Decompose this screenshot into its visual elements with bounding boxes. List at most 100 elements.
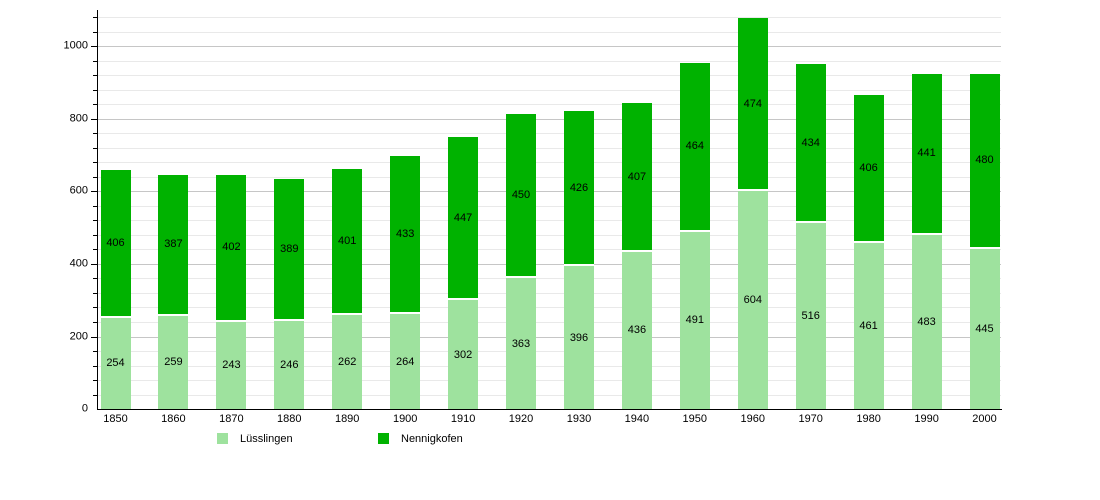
bar-1870: 402 243 xyxy=(216,175,247,409)
x-axis-label-1860: 1860 xyxy=(161,413,186,425)
bar-1960: 474 604 xyxy=(737,18,768,409)
bar-1860-nennigkofen-segment: 387 xyxy=(158,174,189,316)
minor-gridline-680 xyxy=(97,162,1001,164)
bar-1950-nennigkofen-segment: 464 xyxy=(679,62,710,232)
bar-1890-luesslingen-segment: 262 xyxy=(332,314,363,409)
y-tick-120 xyxy=(93,365,97,367)
minor-gridline-1080 xyxy=(97,17,1001,19)
bar-1900-luesslingen-segment: 264 xyxy=(390,314,421,409)
bar-1850: 406 254 xyxy=(100,169,131,409)
luesslingen-legend-swatch xyxy=(217,433,228,444)
y-tick-240 xyxy=(93,321,97,323)
minor-gridline-160 xyxy=(97,351,1001,352)
nennigkofen-legend-swatch xyxy=(378,433,389,444)
bar-1900-nennigkofen-segment: 433 xyxy=(390,156,421,314)
bar-1930: 426 396 xyxy=(564,110,594,409)
y-tick-200 xyxy=(91,336,97,338)
minor-gridline-240 xyxy=(97,321,1001,323)
plot-area: 406 254 387 259 402 243 389 246 401 262 433 264 447 3… xyxy=(97,10,1001,409)
bar-1850-nennigkofen-segment: 406 xyxy=(100,169,131,318)
nennigkofen-legend-label: Nennigkofen xyxy=(401,432,463,445)
minor-gridline-280 xyxy=(97,307,1001,309)
x-axis-label-1970: 1970 xyxy=(798,413,823,425)
minor-gridline-360 xyxy=(97,278,1001,280)
y-axis-label-1000: 1000 xyxy=(63,39,88,52)
y-tick-360 xyxy=(93,278,97,280)
y-tick-40 xyxy=(93,394,97,396)
bar-1940-luesslingen-segment: 436 xyxy=(621,251,652,409)
bar-1930-nennigkofen-segment: 426 xyxy=(564,110,594,267)
x-axis-label-1990: 1990 xyxy=(914,413,939,425)
x-axis xyxy=(97,409,1002,410)
major-gridline-400 xyxy=(97,263,1001,265)
x-axis-label-1850: 1850 xyxy=(103,413,128,425)
y-tick-880 xyxy=(93,89,97,91)
x-axis-label-1940: 1940 xyxy=(624,413,650,425)
bar-1980-nennigkofen-segment: 406 xyxy=(853,94,884,243)
y-tick-80 xyxy=(93,380,97,381)
bar-1880-luesslingen-segment: 246 xyxy=(274,320,305,409)
x-axis-label-1960: 1960 xyxy=(740,413,766,425)
x-axis-label-1980: 1980 xyxy=(856,413,881,425)
x-axis-label-1910: 1910 xyxy=(450,413,476,425)
bar-1920-nennigkofen-segment: 450 xyxy=(506,114,536,279)
bar-1950-luesslingen-segment: 491 xyxy=(679,231,710,409)
minor-gridline-840 xyxy=(97,104,1001,106)
major-gridline-200 xyxy=(97,336,1001,338)
minor-gridline-960 xyxy=(97,60,1001,62)
x-axis-label-1920: 1920 xyxy=(508,413,534,425)
bar-2000: 480 445 xyxy=(969,73,1000,409)
legend-item-nennigkofen: Nennigkofen xyxy=(378,431,463,446)
bar-1980: 406 461 xyxy=(853,94,884,409)
bar-1990-luesslingen-segment: 483 xyxy=(911,234,942,409)
x-axis-label-1880: 1880 xyxy=(277,413,302,425)
luesslingen-legend-label: Lüsslingen xyxy=(240,432,293,445)
minor-gridline-440 xyxy=(97,249,1001,251)
minor-gridline-40 xyxy=(97,394,1001,396)
bar-1910-nennigkofen-segment: 447 xyxy=(448,137,479,301)
minor-gridline-480 xyxy=(97,234,1001,236)
bar-1910-luesslingen-segment: 302 xyxy=(448,300,479,409)
bar-1940-nennigkofen-segment: 407 xyxy=(621,103,652,252)
bar-1890: 401 262 xyxy=(332,168,363,409)
y-tick-800 xyxy=(91,118,97,120)
bar-1870-nennigkofen-segment: 402 xyxy=(216,175,247,322)
bar-1990: 441 483 xyxy=(911,73,942,409)
bar-1910: 447 302 xyxy=(448,137,479,409)
bar-1860-luesslingen-segment: 259 xyxy=(158,315,189,409)
y-tick-960 xyxy=(93,60,97,62)
bar-1970: 434 516 xyxy=(795,64,826,409)
x-axis-label-1950: 1950 xyxy=(682,413,708,425)
bar-1980-luesslingen-segment: 461 xyxy=(853,242,884,409)
bar-1890-nennigkofen-segment: 401 xyxy=(332,168,363,315)
minor-gridline-80 xyxy=(97,380,1001,381)
y-tick-640 xyxy=(93,176,97,178)
bar-1920: 450 363 xyxy=(506,114,536,409)
y-tick-840 xyxy=(93,104,97,106)
major-gridline-600 xyxy=(97,191,1001,193)
y-tick-440 xyxy=(93,249,97,251)
bar-1880: 389 246 xyxy=(274,178,305,409)
major-gridline-800 xyxy=(97,118,1001,120)
minor-gridline-760 xyxy=(97,133,1001,135)
bar-1900: 433 264 xyxy=(390,156,421,409)
bar-2000-luesslingen-segment: 445 xyxy=(969,248,1000,409)
minor-gridline-920 xyxy=(97,75,1001,77)
minor-gridline-880 xyxy=(97,89,1001,91)
y-tick-480 xyxy=(93,234,97,236)
x-axis-label-1890: 1890 xyxy=(334,413,360,425)
minor-gridline-320 xyxy=(97,292,1001,294)
y-axis xyxy=(97,10,98,410)
y-axis-label-0: 0 xyxy=(81,402,88,415)
minor-gridline-560 xyxy=(97,205,1001,207)
y-axis-label-400: 400 xyxy=(69,257,88,270)
x-axis-label-1870: 1870 xyxy=(219,413,244,425)
minor-gridline-640 xyxy=(97,176,1001,178)
minor-gridline-120 xyxy=(97,365,1001,367)
bar-1870-luesslingen-segment: 243 xyxy=(216,321,247,409)
y-tick-560 xyxy=(93,205,97,207)
bar-1970-luesslingen-segment: 516 xyxy=(795,222,826,409)
y-tick-680 xyxy=(93,162,97,164)
y-tick-720 xyxy=(93,147,97,149)
